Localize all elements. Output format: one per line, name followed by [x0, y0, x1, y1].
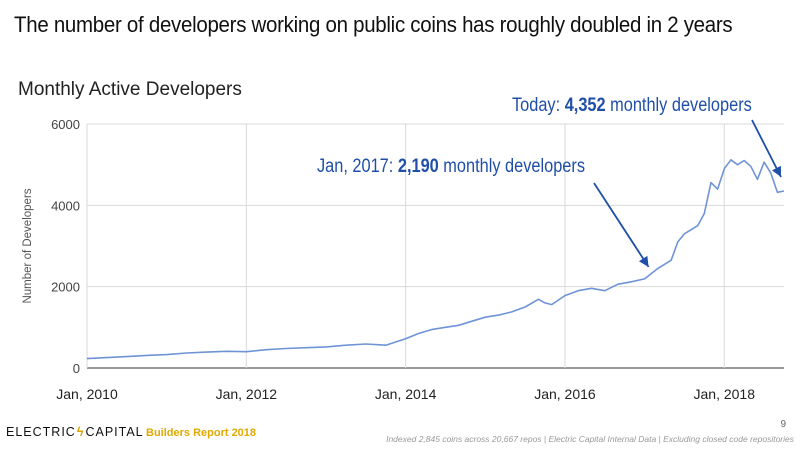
annotation-today: Today: 4,352 monthly developers: [512, 95, 752, 117]
annotation-arrow-jan-2017: [593, 182, 650, 268]
y-tick-label: 0: [73, 361, 80, 376]
y-axis-label: Number of Developers: [22, 188, 34, 303]
x-tick-label: Jan, 2010: [56, 386, 118, 402]
x-tick-label: Jan, 2018: [694, 386, 756, 402]
headline: The number of developers working on publ…: [14, 12, 733, 37]
page-number: 9: [780, 419, 786, 430]
footnote: Indexed 2,845 coins across 20,667 repos …: [386, 434, 794, 444]
chart-title: Monthly Active Developers: [18, 79, 242, 100]
annotation-today-suffix: monthly developers: [605, 95, 752, 116]
brand-name-left: ELECTRIC: [6, 425, 76, 439]
annotation-arrow-jan-2017-head: [638, 255, 649, 267]
brand-logo: ELECTRICϟCAPITAL: [6, 425, 144, 439]
annotation-jan-2017-prefix: Jan, 2017:: [317, 156, 398, 177]
annotation-arrow-today-head: [772, 165, 781, 178]
annotation-jan-2017-value: 2,190: [397, 156, 439, 177]
y-tick-label: 6000: [51, 117, 80, 132]
y-tick-label: 2000: [51, 280, 80, 295]
bolt-icon: ϟ: [76, 425, 85, 439]
x-tick-label: Jan, 2012: [216, 386, 278, 402]
x-tick-label: Jan, 2014: [375, 386, 437, 402]
annotation-jan-2017-suffix: monthly developers: [438, 156, 585, 177]
report-name: Builders Report 2018: [146, 427, 257, 439]
x-tick-label: Jan, 2016: [534, 386, 596, 402]
annotation-jan-2017: Jan, 2017: 2,190 monthly developers: [317, 156, 585, 178]
y-tick-label: 4000: [51, 198, 80, 213]
series-line-0: [86, 159, 785, 360]
annotation-arrow-today: [751, 119, 782, 178]
brand-name-right: CAPITAL: [85, 425, 144, 439]
annotation-today-value: 4,352: [564, 95, 606, 116]
annotation-today-prefix: Today:: [512, 95, 565, 116]
